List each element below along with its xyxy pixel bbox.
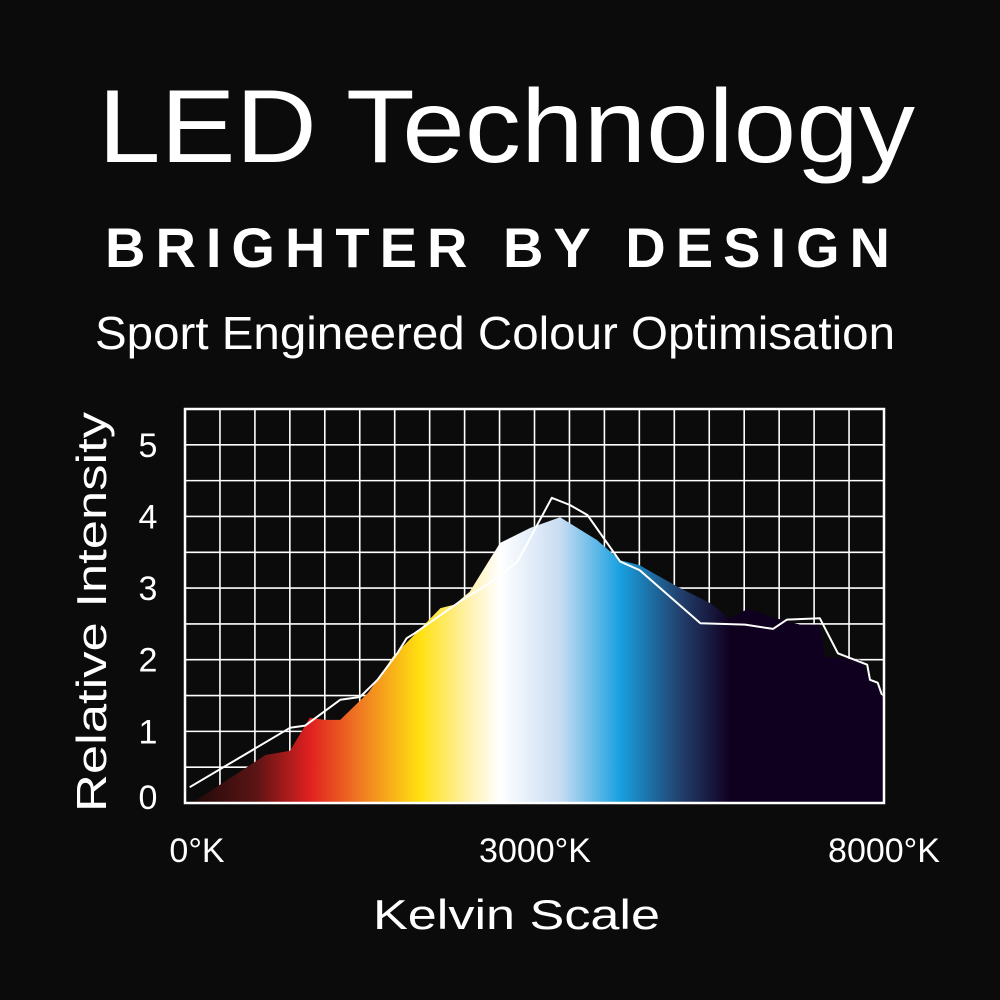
subtitle: Sport Engineered Colour Optimisation: [95, 307, 895, 359]
y-tick-label: 5: [139, 427, 158, 465]
x-tick-label: 0°K: [169, 832, 225, 870]
x-tick-label: 3000°K: [479, 832, 591, 870]
y-tick-label: 2: [139, 642, 158, 680]
y-axis-ticks: 0 1 2 3 4 5: [139, 427, 158, 817]
x-tick-label: 8000°K: [828, 832, 940, 870]
y-tick-label: 4: [139, 499, 158, 537]
page-title: LED Technology: [98, 69, 915, 185]
y-axis-title: Relative Intensity: [68, 412, 115, 812]
y-tick-label: 3: [139, 570, 158, 608]
plot-area: [183, 407, 886, 805]
x-axis-ticks: 0°K 3000°K 8000°K: [169, 832, 940, 870]
x-axis-title: Kelvin Scale: [373, 891, 660, 938]
y-tick-label: 1: [139, 713, 158, 751]
plot-border: [183, 407, 886, 805]
spectrum-area: [185, 517, 884, 803]
intensity-line: [189, 496, 883, 789]
y-tick-label: 0: [139, 779, 158, 817]
